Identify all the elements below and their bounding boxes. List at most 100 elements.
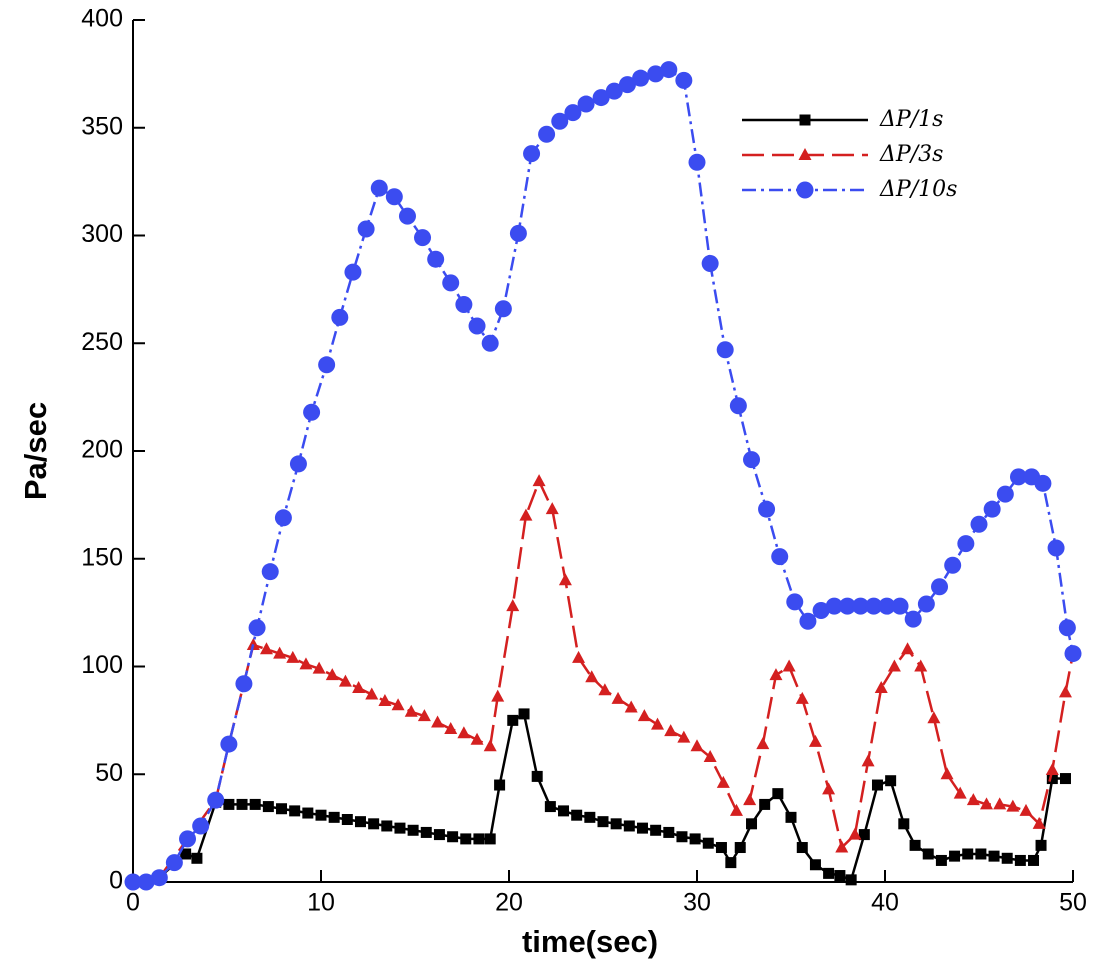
x-tick-label: 20 — [495, 889, 523, 917]
data-point — [444, 721, 458, 734]
data-point — [940, 767, 954, 780]
data-point — [676, 831, 688, 843]
data-point — [523, 145, 541, 163]
data-point — [861, 754, 875, 767]
data-point — [785, 811, 797, 823]
data-point — [494, 779, 506, 791]
data-point — [891, 597, 909, 615]
data-point — [729, 803, 743, 816]
data-point — [822, 782, 836, 795]
data-point — [404, 704, 418, 717]
data-point — [447, 831, 459, 843]
data-point — [758, 500, 776, 518]
data-point — [357, 220, 375, 238]
data-point — [427, 250, 445, 268]
x-tick-label: 0 — [126, 889, 140, 917]
data-point — [772, 788, 784, 800]
data-point — [433, 829, 445, 841]
data-point — [746, 818, 758, 830]
data-point — [286, 650, 300, 663]
data-point — [796, 842, 808, 854]
data-point — [996, 485, 1014, 503]
data-point — [1047, 539, 1065, 557]
data-point — [325, 668, 339, 681]
data-point — [354, 816, 366, 828]
data-point — [545, 502, 559, 515]
data-point — [1006, 799, 1020, 812]
data-point — [262, 801, 274, 813]
data-point — [835, 840, 849, 853]
data-point — [980, 797, 994, 810]
data-point — [690, 739, 704, 752]
data-point — [1046, 773, 1058, 785]
data-point — [457, 726, 471, 739]
data-point — [962, 848, 974, 860]
data-point — [180, 848, 192, 860]
data-point — [538, 125, 556, 143]
data-point — [558, 573, 572, 586]
data-point — [509, 224, 527, 242]
data-point — [949, 850, 961, 862]
data-point — [898, 818, 910, 830]
y-axis-label: Pa/sec — [18, 402, 53, 500]
data-point — [858, 829, 870, 841]
data-point — [577, 95, 595, 113]
data-point — [927, 711, 941, 724]
legend-marker — [799, 114, 811, 126]
data-point — [1028, 854, 1040, 866]
data-point — [865, 597, 883, 615]
data-point — [909, 839, 921, 851]
data-point — [988, 850, 1000, 862]
data-point — [848, 827, 862, 840]
data-point — [394, 822, 406, 834]
data-point — [352, 681, 366, 694]
data-point — [318, 356, 336, 374]
data-point — [289, 455, 307, 473]
data-point — [344, 263, 362, 281]
data-point — [507, 714, 519, 726]
data-point — [341, 814, 353, 826]
data-point — [636, 822, 648, 834]
data-point — [584, 811, 596, 823]
data-point — [931, 578, 949, 596]
data-point — [328, 811, 340, 823]
data-point — [223, 798, 235, 810]
data-point — [381, 820, 393, 832]
data-point — [417, 709, 431, 722]
data-point — [1059, 773, 1071, 785]
data-point — [491, 689, 505, 702]
data-point — [431, 715, 445, 728]
data-point — [571, 809, 583, 821]
data-point — [834, 870, 846, 882]
data-point — [605, 82, 623, 100]
data-point — [544, 801, 556, 813]
x-tick-label: 10 — [307, 889, 335, 917]
data-point — [124, 873, 142, 891]
data-point — [518, 708, 530, 720]
data-point — [483, 739, 497, 752]
y-tick-label: 50 — [95, 759, 123, 787]
data-point — [715, 842, 727, 854]
data-point — [289, 805, 301, 817]
data-point — [468, 317, 486, 335]
data-point — [312, 661, 326, 674]
data-point — [611, 691, 625, 704]
data-point — [1019, 803, 1033, 816]
data-point — [585, 670, 599, 683]
data-point — [592, 89, 610, 107]
data-point — [564, 104, 582, 122]
legend-marker — [798, 148, 812, 160]
data-point — [825, 597, 843, 615]
data-point — [885, 775, 897, 787]
data-point — [702, 837, 714, 849]
data-point — [769, 668, 783, 681]
data-point — [637, 709, 651, 722]
data-point — [610, 818, 622, 830]
data-point — [953, 786, 967, 799]
data-point — [249, 798, 261, 810]
data-point — [786, 593, 804, 611]
data-point — [261, 563, 279, 581]
data-point — [1064, 645, 1082, 663]
y-tick-label: 0 — [109, 867, 123, 895]
data-point — [338, 674, 352, 687]
